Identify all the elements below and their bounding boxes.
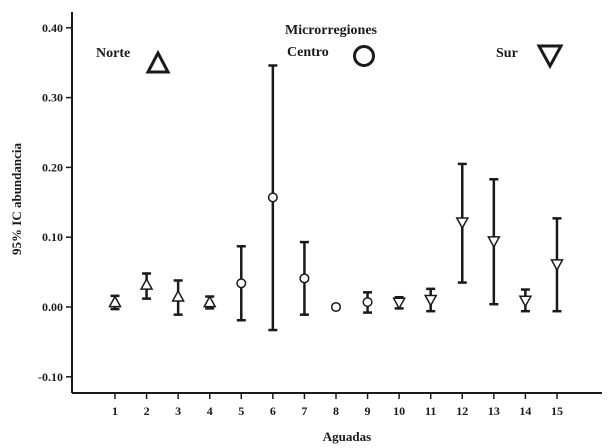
x-tick-label: 11 <box>425 404 436 418</box>
x-tick-label: 15 <box>551 404 563 418</box>
legend-title: Microrregiones <box>285 23 378 38</box>
x-tick-label: 8 <box>333 404 339 418</box>
mean-marker-circle <box>299 273 310 284</box>
x-tick-label: 9 <box>365 404 371 418</box>
mean-marker-triangle-down <box>392 297 406 310</box>
y-tick-label: 0.10 <box>42 230 63 244</box>
mean-marker-triangle-up <box>139 277 154 290</box>
legend-label-sur: Sur <box>496 46 518 61</box>
mean-marker-triangle-down <box>423 294 438 308</box>
triangle-up-icon <box>145 49 171 74</box>
mean-marker-circle <box>362 297 373 308</box>
x-tick-label: 1 <box>112 404 118 418</box>
x-tick-label: 4 <box>207 404 213 418</box>
x-tick-label: 5 <box>238 404 244 418</box>
x-tick-label: 12 <box>456 404 468 418</box>
x-tick-label: 6 <box>270 404 276 418</box>
legend-label-norte: Norte <box>96 46 130 61</box>
x-tick-label: 10 <box>393 404 405 418</box>
axes <box>71 12 602 394</box>
x-tick-label: 13 <box>488 404 500 418</box>
mean-marker-triangle-up <box>202 295 217 308</box>
mean-marker-triangle-up <box>171 289 185 302</box>
legend-label-centro: Centro <box>287 45 329 60</box>
x-tick-label: 7 <box>301 404 307 418</box>
x-axis-title: Aguadas <box>323 429 371 444</box>
legend-item-centro: Centro <box>287 45 375 67</box>
x-axis-ticks: 1 2 3 4 5 6 7 8 9 10 11 12 13 14 15 <box>112 393 563 418</box>
legend-item-sur: Sur <box>496 44 564 70</box>
y-tick-label: 0.30 <box>42 91 63 105</box>
y-axis-title: 95% IC abundancia <box>9 143 24 255</box>
y-tick-label: 0.40 <box>42 21 63 35</box>
mean-marker-triangle-up <box>108 295 122 308</box>
y-axis-ticks: -0.10 0.00 0.10 0.20 0.30 0.40 <box>38 21 72 384</box>
y-tick-label: 0.20 <box>42 160 63 174</box>
x-tick-label: 14 <box>519 404 531 418</box>
mean-marker-circle <box>236 278 247 289</box>
mean-marker-circle <box>330 301 342 313</box>
legend-item-norte: Norte <box>96 46 171 74</box>
mean-marker-triangle-down <box>550 259 564 272</box>
y-tick-label: -0.10 <box>38 370 63 384</box>
y-tick-label: 0.00 <box>42 300 63 314</box>
circle-icon <box>353 45 375 67</box>
mean-markers <box>108 192 564 313</box>
mean-marker-triangle-down <box>487 236 501 249</box>
mean-marker-circle <box>267 192 278 203</box>
triangle-down-icon <box>536 44 564 70</box>
mean-marker-triangle-down <box>455 217 470 230</box>
x-tick-label: 3 <box>175 404 181 418</box>
x-tick-label: 2 <box>144 404 150 418</box>
mean-marker-triangle-down <box>518 295 533 308</box>
